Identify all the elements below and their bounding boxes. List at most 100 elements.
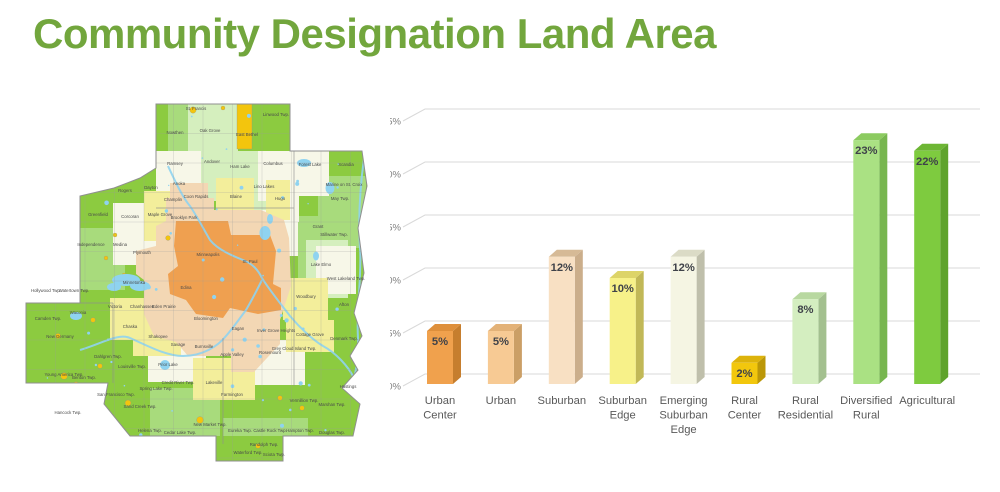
map-town-label: Anoka xyxy=(173,181,186,186)
bar-front-face xyxy=(548,256,575,384)
map-region-urban xyxy=(168,221,281,318)
bar-front-face xyxy=(914,150,941,384)
map-town-label: Stillwater Twp. xyxy=(320,232,348,237)
map-town-label: Burnsville xyxy=(195,344,214,349)
category-label: Emerging xyxy=(660,395,708,407)
bar-side-face xyxy=(940,143,949,384)
bar-diversified-rural: 23% Diversified Rural xyxy=(840,133,892,422)
map-town-label: Woodbury xyxy=(296,294,316,299)
map-town-label: Blaine xyxy=(230,194,243,199)
map-town-label: Afton xyxy=(339,302,350,307)
map-town-label: Minneapolis xyxy=(197,252,220,257)
map-town-label: Corcoran xyxy=(121,214,139,219)
bar-suburban: 12% Suburban xyxy=(538,249,586,407)
bar-front-face xyxy=(731,362,758,384)
map-town-label: Medina xyxy=(113,242,128,247)
map-town-label: Vermillion Twp. xyxy=(290,398,319,403)
map-town-label: Ham Lake xyxy=(230,164,250,169)
bar-side-face xyxy=(513,324,522,384)
bar-suburban-edge: 10% Suburban Edge xyxy=(598,271,647,422)
bar-side-face xyxy=(879,133,888,384)
bar-top-face xyxy=(853,133,888,141)
bar-rural-center: 2% Rural Center xyxy=(728,355,766,422)
map-town-label: Shakopee xyxy=(148,334,168,339)
map-town-label: Lake Elmo xyxy=(311,262,332,267)
bar-value-label: 10% xyxy=(611,283,633,295)
bar-value-label: 8% xyxy=(797,304,813,316)
map-town-label: Helena Twp. xyxy=(138,428,162,433)
map-town-label: Eagan xyxy=(232,326,245,331)
map-svg: St. Francis Nowthen Oak Grove East Bethel Li… xyxy=(25,103,368,462)
gridline xyxy=(402,108,980,122)
map-town-label: Inver Grove Heights xyxy=(257,328,295,333)
bar-value-label: 5% xyxy=(493,336,509,348)
map-county-lines xyxy=(26,151,295,444)
bar-agricultural: 22% Agricultural xyxy=(899,143,955,407)
map-town-label: Savage xyxy=(171,342,186,347)
category-label: Diversified xyxy=(840,395,892,407)
map-town-label: New Germany xyxy=(46,334,74,339)
map-town-label: Cedar Lake Twp. xyxy=(164,430,196,435)
map-town-label: Champlin xyxy=(164,197,183,202)
bar-top-face xyxy=(792,292,827,300)
map-town-label: Oak Grove xyxy=(200,128,221,133)
category-label: Agricultural xyxy=(899,395,955,407)
map-town-label: Young America Twp. xyxy=(45,372,84,377)
map-town-label: Randolph Twp. xyxy=(250,442,279,447)
map-town-label: Independence xyxy=(77,242,105,247)
map-town-label: Lino Lakes xyxy=(254,184,275,189)
bar-rural-residential: 8% Rural Residential xyxy=(778,292,833,422)
bar-value-label: 23% xyxy=(855,145,877,157)
map-town-label: Eureka Twp. xyxy=(228,428,252,433)
map-town-label: Marine on St. Croix xyxy=(326,182,364,187)
bar-front-face xyxy=(853,140,880,384)
gridline xyxy=(402,161,980,175)
map-town-label: Spring Lake Twp. xyxy=(139,386,172,391)
category-label: Suburban xyxy=(598,395,647,407)
bar-urban-center: 5% Urban Center xyxy=(423,324,461,422)
map-town-label: Ramsey xyxy=(167,161,184,166)
map-town-label: Benton Twp. xyxy=(72,375,96,380)
map-town-label: Farmington xyxy=(221,392,243,397)
map-town-label: St. Francis xyxy=(186,106,207,111)
category-label: Center xyxy=(728,410,762,422)
bar-side-face xyxy=(757,355,766,384)
y-axis-tick-label: 0% xyxy=(390,382,402,393)
map-town-label: Hugo xyxy=(275,196,286,201)
bar-value-label: 2% xyxy=(736,368,752,380)
bar-value-label: 12% xyxy=(672,262,694,274)
category-label: Edge xyxy=(610,410,636,422)
category-label: Urban xyxy=(486,395,516,407)
map-town-label: Credit River Twp. xyxy=(162,380,195,385)
map-town-label: Greenfield xyxy=(88,212,108,217)
category-label: Urban xyxy=(425,395,455,407)
map-town-label: Hollywood Twp. xyxy=(31,288,61,293)
bar-top-face xyxy=(487,324,522,331)
bar-top-face xyxy=(670,249,705,257)
chart-svg: 0% 5% 10% 15% 20% 25% 5% Urban Center 5% Urban 12% S… xyxy=(390,108,980,436)
map-town-label: Cottage Grove xyxy=(296,332,325,337)
bar-side-face xyxy=(818,292,827,384)
mississippi-river xyxy=(167,165,355,379)
bar-value-label: 22% xyxy=(916,156,938,168)
map-town-label: San Francisco Twp. xyxy=(97,392,135,397)
category-label: Rural xyxy=(731,395,758,407)
map-town-label: Castle Rock Twp. xyxy=(253,428,286,433)
map-town-label: Bloomington xyxy=(194,316,218,321)
map-town-label: Victoria xyxy=(108,304,123,309)
map-town-label: Nowthen xyxy=(167,130,185,135)
land-area-bar-chart: 0% 5% 10% 15% 20% 25% 5% Urban Center 5% Urban 12% S… xyxy=(390,95,1000,492)
gridline xyxy=(402,267,980,281)
map-town-label: Dayton xyxy=(144,185,158,190)
bar-emerging-suburban-edge: 12% Emerging Suburban Edge xyxy=(659,249,708,436)
map-town-label: Apple Valley xyxy=(220,352,244,357)
map-town-label: Chaska xyxy=(123,324,138,329)
map-town-label: Maple Grove xyxy=(148,212,173,217)
map-town-label: May Twp. xyxy=(331,196,349,201)
bar-urban: 5% Urban xyxy=(486,324,522,407)
map-town-label: Rogers xyxy=(118,188,132,193)
map-town-labels: St. Francis Nowthen Oak Grove East Bethel Li… xyxy=(31,106,365,457)
map-town-label: Sciota Twp. xyxy=(263,452,285,457)
bar-side-face xyxy=(574,249,583,384)
bar-top-face xyxy=(731,355,766,363)
